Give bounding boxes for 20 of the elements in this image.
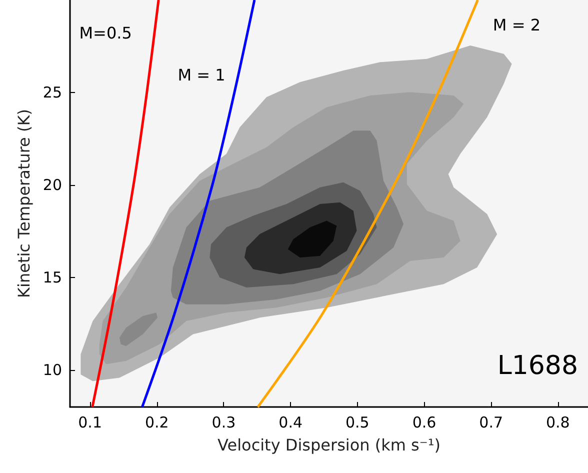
x-tick-label: 0.4 bbox=[278, 414, 302, 432]
y-axis-title: Kinetic Temperature (K) bbox=[14, 109, 34, 298]
x-tick-label: 0.5 bbox=[345, 414, 370, 432]
x-tick-label: 0.8 bbox=[546, 414, 570, 432]
x-tick-label: 0.3 bbox=[212, 414, 236, 432]
y-tick-label: 20 bbox=[42, 176, 62, 194]
annotation: L1688 bbox=[497, 351, 578, 381]
x-tick-label: 0.7 bbox=[479, 414, 504, 432]
x-tick-label: 0.1 bbox=[78, 414, 102, 432]
x-axis-title: Velocity Dispersion (km s⁻¹) bbox=[218, 436, 440, 454]
y-tick-label: 10 bbox=[42, 361, 62, 379]
x-tick-label: 0.2 bbox=[144, 414, 169, 432]
x-tick-label: 0.6 bbox=[412, 414, 436, 432]
series-label: M = 1 bbox=[178, 66, 226, 84]
line-series bbox=[256, 0, 479, 408]
series-label: M = 2 bbox=[492, 16, 540, 34]
line-series bbox=[140, 0, 256, 408]
y-tick-label: 25 bbox=[42, 84, 62, 102]
series-label: M=0.5 bbox=[79, 24, 132, 42]
y-tick-label: 15 bbox=[42, 268, 62, 286]
